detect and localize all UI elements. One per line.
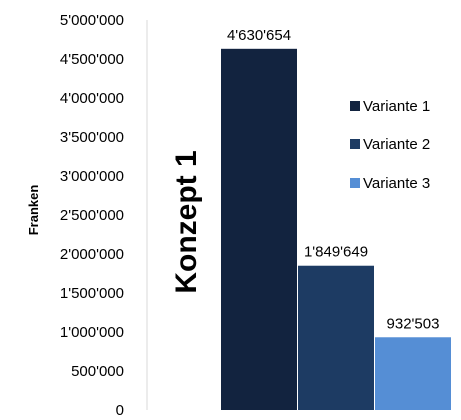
y-tick-label: 0 bbox=[116, 402, 124, 419]
data-label: 932'503 bbox=[387, 315, 440, 332]
legend-label: Variante 2 bbox=[363, 136, 430, 153]
legend-label: Variante 3 bbox=[363, 175, 430, 192]
bar bbox=[375, 337, 451, 410]
legend: Variante 1 Variante 2 Variante 3 bbox=[350, 98, 430, 192]
y-tick-label: 2'000'000 bbox=[60, 246, 124, 263]
legend-swatch bbox=[350, 139, 360, 149]
y-tick-label: 4'000'000 bbox=[60, 90, 124, 107]
y-tick-label: 1'500'000 bbox=[60, 285, 124, 302]
y-tick-label: 1'000'000 bbox=[60, 324, 124, 341]
bar bbox=[298, 265, 374, 410]
legend-label: Variante 1 bbox=[363, 98, 430, 115]
data-labels-group: 4'630'654 1'849'649 932'503 bbox=[227, 27, 440, 332]
bar bbox=[221, 48, 297, 410]
y-tick-label: 4'500'000 bbox=[60, 51, 124, 68]
legend-swatch bbox=[350, 101, 360, 111]
data-label: 1'849'649 bbox=[304, 244, 368, 261]
bars-group bbox=[221, 48, 451, 410]
y-axis-title: Franken bbox=[26, 185, 41, 236]
y-axis-ticks: 0 500'000 1'000'000 1'500'000 2'000'000 2'500… bbox=[60, 12, 124, 419]
data-label: 4'630'654 bbox=[227, 27, 291, 44]
y-tick-label: 5'000'000 bbox=[60, 12, 124, 29]
y-tick-label: 3'500'000 bbox=[60, 129, 124, 146]
chart-annotation: Konzept 1 bbox=[170, 150, 203, 293]
y-tick-label: 2'500'000 bbox=[60, 207, 124, 224]
legend-swatch bbox=[350, 178, 360, 188]
y-tick-label: 500'000 bbox=[71, 363, 124, 380]
y-tick-label: 3'000'000 bbox=[60, 168, 124, 185]
